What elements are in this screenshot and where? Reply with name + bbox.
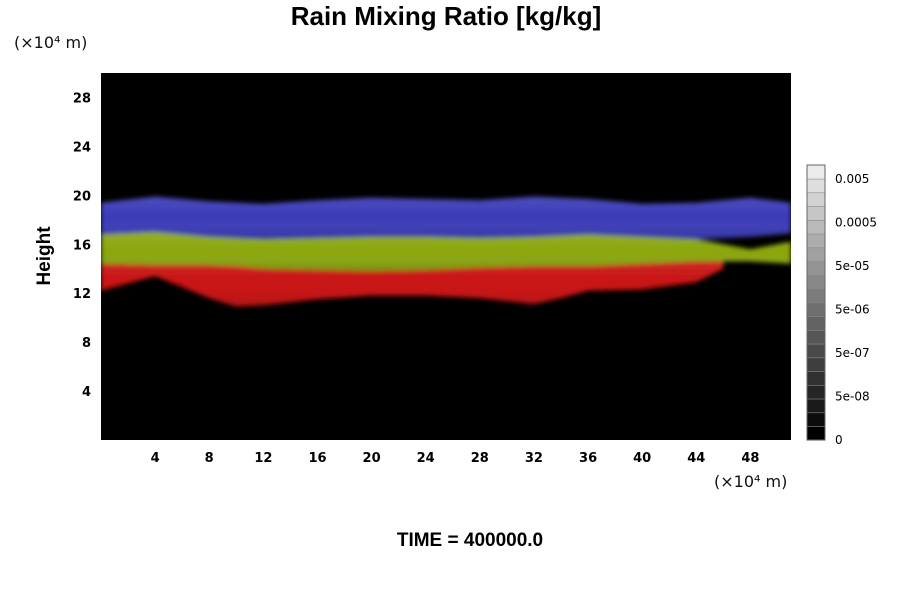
x-tick-label: 32 (525, 451, 543, 466)
colorbar-cell (806, 357, 826, 372)
band-lower-shading (101, 261, 724, 307)
colorbar-cell (806, 425, 826, 441)
colorbar-label: 5e-08 (835, 390, 870, 404)
colorbar-cell (806, 412, 826, 427)
x-axis-unit-label: (×10⁴ m) (714, 472, 788, 491)
colorbar-cell (806, 233, 826, 249)
colorbar-label: 0.0005 (835, 216, 877, 230)
colorbar-cell (806, 343, 826, 359)
x-tick-label: 20 (363, 451, 381, 466)
colorbar-cell (806, 274, 826, 290)
colorbar-label: 0 (835, 433, 843, 447)
x-tick-label: 28 (471, 451, 489, 466)
y-tick-label: 28 (73, 92, 91, 107)
colorbar-frame (806, 164, 826, 441)
y-tick-label: 4 (82, 385, 91, 400)
y-axis-unit-label: (×10⁴ m) (14, 33, 88, 52)
colorbar-cell (806, 384, 826, 400)
colorbar-label: 5e-07 (835, 346, 870, 360)
colorbar-label: 5e-05 (835, 259, 870, 273)
colorbar-cell (806, 164, 826, 180)
x-tick-label: 36 (579, 451, 597, 466)
colorbar-cell (806, 302, 826, 317)
colorbar-cell (806, 260, 826, 276)
x-tick-label: 40 (633, 451, 651, 466)
x-tick-label: 48 (741, 451, 759, 466)
x-tick-label: 12 (254, 451, 272, 466)
colorbar-cell (806, 329, 826, 345)
chart-title: Rain Mixing Ratio [kg/kg] (290, 1, 602, 31)
band-middle-shading (101, 232, 791, 272)
colorbar-cell (806, 247, 826, 262)
y-tick-label: 8 (82, 336, 91, 351)
colorbar-cell (806, 178, 826, 194)
x-tick-label: 24 (417, 451, 435, 466)
y-tick-label: 12 (73, 287, 91, 302)
colorbar-label: 0.005 (835, 172, 869, 186)
y-axis-label: Height (34, 226, 55, 286)
colorbar-cell (806, 192, 826, 207)
colorbar-cell (806, 219, 826, 235)
colorbar-cell (806, 370, 826, 386)
colorbar-cell (806, 288, 826, 304)
band-upper-shading (101, 196, 791, 240)
y-tick-label: 20 (73, 189, 91, 204)
time-label: TIME = 400000.0 (396, 530, 544, 551)
colorbar-cell (806, 315, 826, 331)
y-tick-label: 16 (73, 238, 91, 253)
colorbar-label: 5e-06 (835, 303, 870, 317)
colorbar-cell (806, 205, 826, 221)
x-tick-label: 16 (308, 451, 326, 466)
y-tick-label: 24 (73, 140, 91, 155)
colorbar-cell (806, 398, 826, 414)
x-tick-label: 44 (687, 451, 705, 466)
x-tick-label: 4 (151, 451, 160, 466)
colorbar: 0.005 0.0005 5e-05 5e-06 5e-07 5e-08 0 (806, 164, 877, 447)
x-tick-label: 8 (205, 451, 214, 466)
